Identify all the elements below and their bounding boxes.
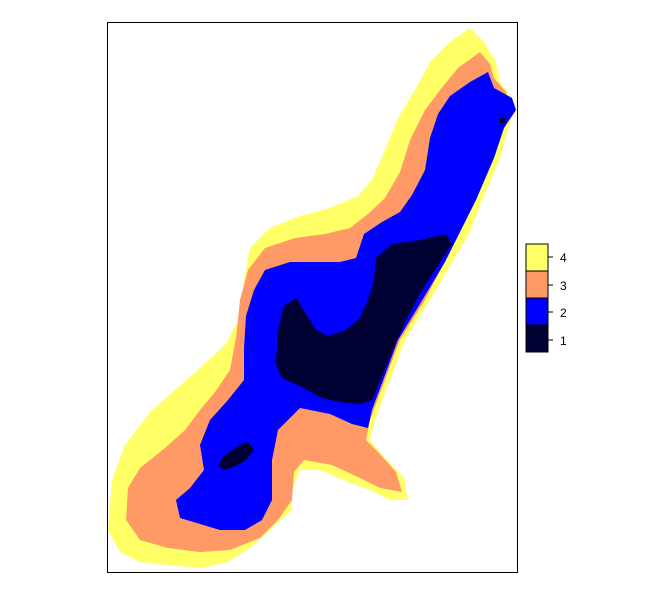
zone-1-area <box>276 234 452 404</box>
legend-swatch-1 <box>525 324 549 353</box>
legend-label-2: 2 <box>560 306 567 320</box>
legend-swatch-2 <box>525 297 549 326</box>
legend-label-1: 1 <box>560 334 567 348</box>
legend-label-4: 4 <box>560 251 567 265</box>
legend-swatch-4 <box>525 243 549 272</box>
legend-label-3: 3 <box>560 279 567 293</box>
legend-swatch-3 <box>525 270 549 299</box>
zone-1-speck <box>500 118 505 123</box>
legend: 4 3 2 1 <box>525 243 567 353</box>
zone-2-area <box>176 72 516 530</box>
zone-1-pocket <box>218 442 254 470</box>
